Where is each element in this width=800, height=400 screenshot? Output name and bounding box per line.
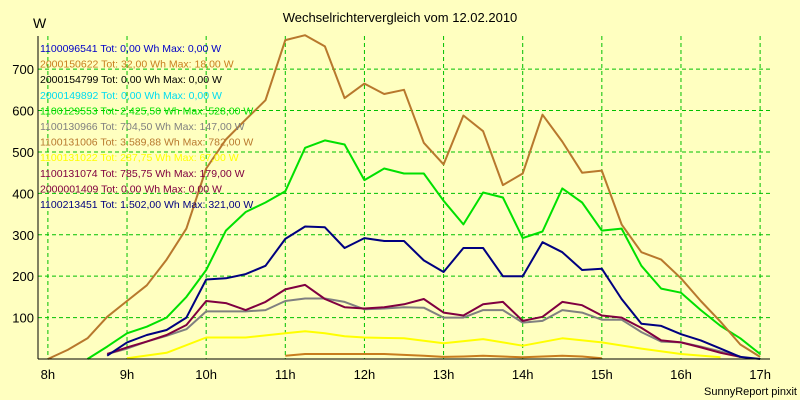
x-tick-label-14h: 14h [512,367,534,382]
grid [38,36,770,359]
y-tick-label-300: 300 [12,228,34,243]
legend-entry-2000149892: 2000149892 Tot: 0,00 Wh Max: 0,00 W [40,90,222,102]
y-tick-label-600: 600 [12,104,34,119]
y-tick-label-100: 100 [12,311,34,326]
legend-entry-1100131006: 1100131006 Tot: 3.589,88 Wh Max: 782,00 … [40,137,253,149]
legend-entry-1100131074: 1100131074 Tot: 785,75 Wh Max: 179,00 W [40,168,245,180]
series-line-1100130966 [106,297,741,358]
x-tick-label-15h: 15h [591,367,613,382]
y-tick-label-200: 200 [12,269,34,284]
series-line-1100131006 [47,34,761,360]
y-tick-label-700: 700 [12,62,34,77]
axes [37,36,770,360]
series-line-1100131074 [106,283,741,358]
x-tick-label-16h: 16h [670,367,692,382]
series-line-1100131022 [126,330,721,360]
x-tick-label-10h: 10h [195,367,217,382]
x-tick-label-13h: 13h [433,367,455,382]
chart-title: Wechselrichtervergleich vom 12.02.2010 [283,10,518,25]
legend-entry-1100130966: 1100130966 Tot: 704,50 Wh Max: 147,00 W [40,121,245,133]
x-tick-label-8h: 8h [41,367,55,382]
series-line-2000150622 [285,353,602,360]
y-tick-label-400: 400 [12,186,34,201]
legend-entry-2000150622: 2000150622 Tot: 32,00 Wh Max: 18,00 W [40,59,234,71]
x-tick-label-17h: 17h [749,367,771,382]
x-tick-label-9h: 9h [120,367,134,382]
legend-entry-1100129553: 1100129553 Tot: 2.425,50 Wh Max: 528,00 … [40,105,253,117]
x-tick-labels: 8h 9h 10h 11h 12h 13h 14h 15h 16h 17h [41,367,771,382]
chart-footer: SunnyReport pinxit [704,386,797,398]
legend-entry-2000154799: 2000154799 Tot: 0,00 Wh Max: 0,00 W [40,74,222,86]
x-tick-label-12h: 12h [354,367,376,382]
y-tick-labels: 100 200 300 400 500 600 700 [12,62,34,325]
y-tick-label-500: 500 [12,145,34,160]
series-lines [47,34,761,360]
x-tick-label-11h: 11h [275,367,296,382]
legend-entry-1100213451: 1100213451 Tot: 1.502,00 Wh Max: 321,00 … [40,199,253,211]
y-axis-unit-label: W [33,15,47,31]
legend-entry-1100096541: 1100096541 Tot: 0,00 Wh Max: 0,00 W [40,43,221,55]
series-line-1100213451 [106,225,761,360]
series-line-1100129553 [86,139,761,360]
legend-entry-1100131022: 1100131022 Tot: 287,75 Wh Max: 67,00 W [40,152,239,164]
legend-entry-2000001409: 2000001409 Tot: 0,00 Wh Max: 0,00 W [40,183,222,195]
legend: 1100096541 Tot: 0,00 Wh Max: 0,00 W 20001… [40,43,253,211]
